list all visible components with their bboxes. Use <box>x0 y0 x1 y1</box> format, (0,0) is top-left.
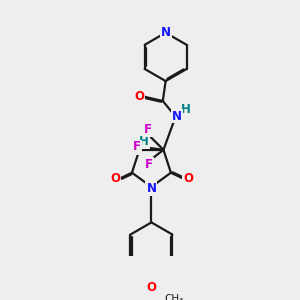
Text: F: F <box>143 123 152 136</box>
Text: O: O <box>110 172 120 185</box>
Text: H: H <box>181 103 190 116</box>
Text: H: H <box>139 135 148 148</box>
Text: N: N <box>172 110 182 122</box>
Text: N: N <box>160 26 171 39</box>
Text: O: O <box>183 172 193 185</box>
Text: F: F <box>145 158 153 171</box>
Text: CH₃: CH₃ <box>164 294 183 300</box>
Text: O: O <box>134 90 144 103</box>
Text: F: F <box>133 140 141 154</box>
Text: O: O <box>146 281 156 294</box>
Text: N: N <box>131 141 141 154</box>
Text: N: N <box>146 182 156 195</box>
